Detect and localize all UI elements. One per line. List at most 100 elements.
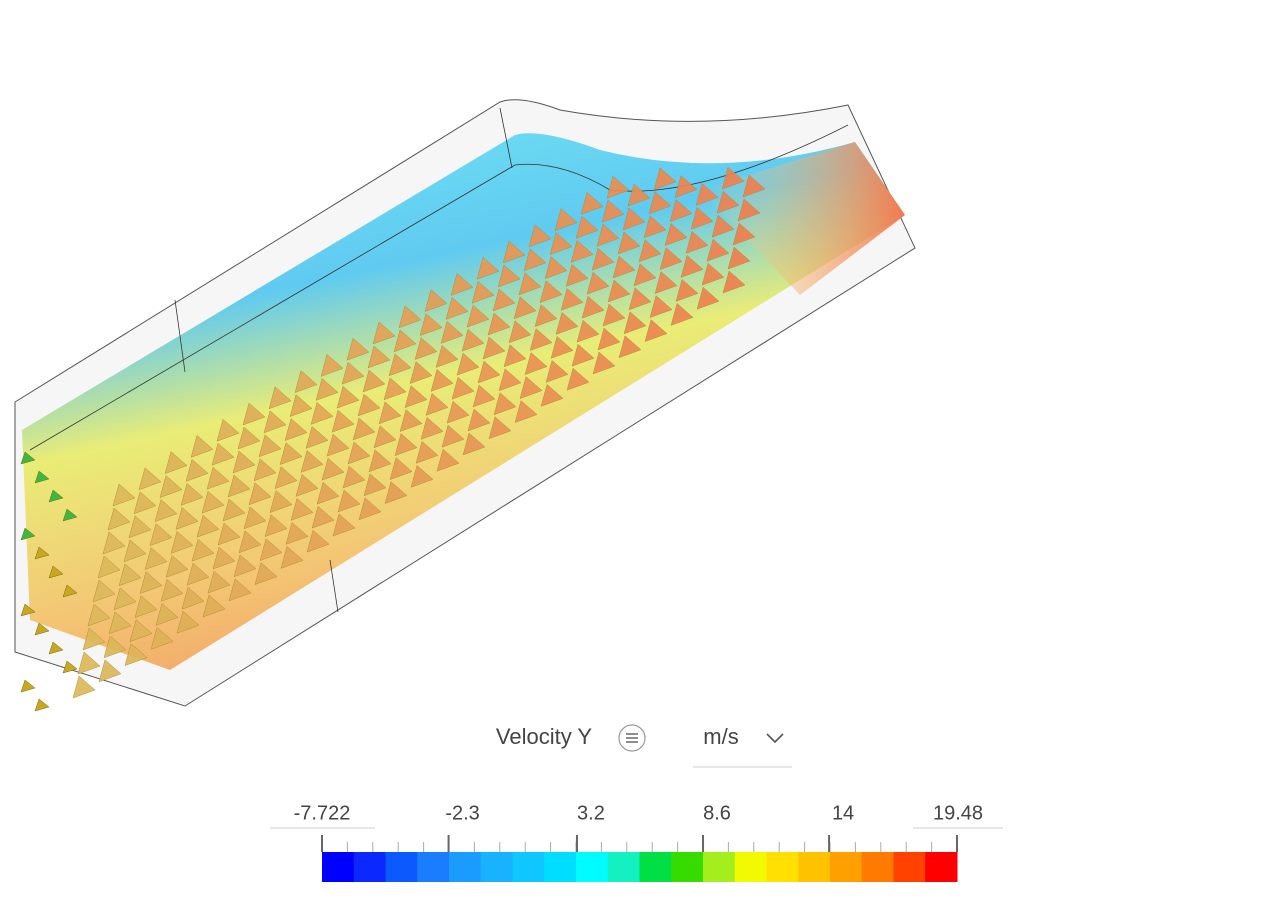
color-band bbox=[703, 852, 736, 882]
color-band bbox=[734, 852, 767, 882]
arrow bbox=[622, 207, 646, 231]
arrow bbox=[295, 473, 319, 497]
arrow bbox=[269, 490, 293, 513]
arrow bbox=[176, 610, 200, 634]
arrow bbox=[565, 263, 589, 287]
color-band bbox=[798, 852, 831, 882]
arrow bbox=[633, 263, 657, 287]
arrow bbox=[372, 321, 396, 345]
arrow bbox=[103, 635, 127, 659]
color-legend: -7.722 19.48 -2.3 3.2 8.6 14 bbox=[270, 802, 1003, 882]
arrow bbox=[570, 239, 594, 263]
arrow bbox=[242, 402, 266, 426]
arrow bbox=[617, 231, 641, 255]
arrow bbox=[34, 470, 50, 484]
arrow bbox=[228, 578, 252, 602]
arrow bbox=[368, 449, 392, 473]
arrow bbox=[399, 409, 423, 432]
color-band bbox=[639, 852, 672, 882]
arrow bbox=[472, 384, 496, 408]
arrow bbox=[544, 256, 568, 279]
arrow bbox=[48, 565, 64, 579]
arrow bbox=[711, 214, 735, 238]
arrow bbox=[627, 183, 651, 207]
arrow bbox=[311, 505, 335, 529]
color-band bbox=[766, 852, 799, 882]
arrow bbox=[534, 304, 558, 327]
unit-dropdown[interactable]: m/s bbox=[693, 724, 792, 768]
arrow bbox=[476, 256, 500, 280]
arrow bbox=[202, 594, 226, 618]
arrow bbox=[393, 329, 417, 353]
arrow bbox=[62, 660, 78, 674]
field-menu-button[interactable] bbox=[618, 724, 646, 752]
arrow bbox=[680, 254, 704, 278]
color-band bbox=[353, 852, 386, 882]
arrow bbox=[674, 175, 698, 198]
arrow bbox=[165, 554, 189, 578]
arrow bbox=[186, 562, 210, 586]
arrow bbox=[138, 467, 162, 491]
arrow bbox=[471, 280, 495, 304]
arrow bbox=[560, 287, 584, 311]
arrow bbox=[461, 328, 485, 352]
color-band bbox=[385, 852, 418, 882]
arrow bbox=[529, 328, 553, 351]
arrow bbox=[612, 255, 636, 279]
arrow bbox=[732, 222, 756, 246]
color-band bbox=[830, 852, 863, 882]
arrow bbox=[294, 370, 318, 393]
arrow bbox=[336, 385, 360, 409]
arrow bbox=[170, 530, 194, 554]
arrow bbox=[77, 651, 101, 675]
arrow bbox=[440, 320, 464, 344]
color-band bbox=[671, 852, 704, 882]
arrow bbox=[238, 530, 262, 554]
arrow bbox=[321, 457, 345, 481]
arrow bbox=[211, 442, 235, 466]
arrow bbox=[643, 215, 667, 239]
tick-label: -2.3 bbox=[445, 802, 479, 824]
arrow bbox=[410, 464, 434, 488]
arrow bbox=[477, 360, 501, 384]
tick-label: 3.2 bbox=[577, 802, 605, 824]
arrow bbox=[123, 539, 147, 563]
tick-label: 14 bbox=[832, 802, 854, 824]
arrow bbox=[133, 491, 157, 515]
arrow bbox=[280, 545, 304, 569]
arrow bbox=[363, 473, 387, 497]
arrow bbox=[128, 515, 152, 539]
arrow bbox=[254, 562, 278, 585]
arrow bbox=[20, 527, 36, 541]
arrow bbox=[34, 622, 50, 636]
arrow bbox=[571, 343, 595, 367]
arrow bbox=[628, 287, 652, 311]
arrow bbox=[72, 675, 96, 699]
arrow bbox=[670, 302, 694, 326]
arrow bbox=[216, 418, 240, 442]
arrow bbox=[341, 361, 365, 385]
arrow bbox=[518, 272, 542, 296]
arrow bbox=[597, 327, 621, 351]
arrow bbox=[149, 523, 173, 546]
arrow bbox=[545, 359, 569, 383]
arrow bbox=[450, 272, 474, 296]
vector-arrows bbox=[20, 166, 766, 712]
arrow bbox=[383, 377, 407, 401]
arrow bbox=[649, 295, 673, 318]
color-band bbox=[480, 852, 513, 882]
arrow bbox=[696, 286, 720, 310]
arrow bbox=[451, 376, 475, 400]
arrow bbox=[315, 377, 339, 401]
field-name: Velocity Y bbox=[496, 724, 593, 749]
arrow bbox=[716, 190, 740, 214]
arrow bbox=[185, 458, 209, 482]
arrow bbox=[248, 482, 272, 506]
arrow bbox=[20, 451, 36, 465]
arrow bbox=[523, 248, 547, 272]
arrow bbox=[290, 497, 314, 521]
arrow bbox=[502, 240, 526, 264]
arrow bbox=[586, 271, 610, 295]
arrow bbox=[685, 230, 709, 254]
